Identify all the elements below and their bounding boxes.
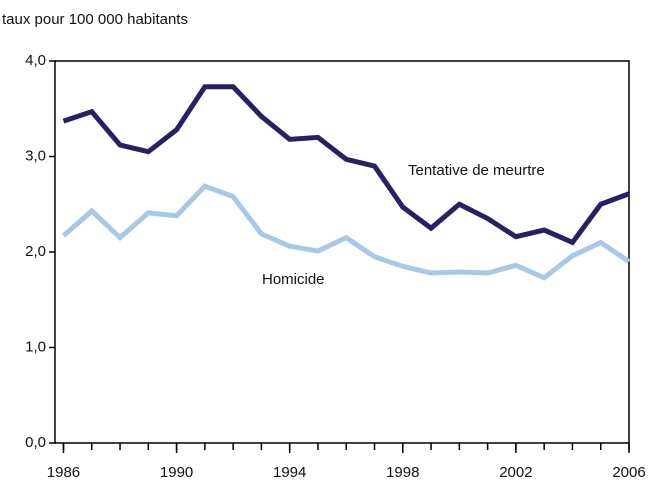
x-tick-label: 2006 (612, 464, 645, 481)
y-tick-label: 3,0 (25, 147, 46, 164)
x-tick-label: 1994 (273, 464, 306, 481)
x-tick-label: 2002 (499, 464, 532, 481)
x-tick-label: 1990 (160, 464, 193, 481)
series-line (62, 84, 630, 246)
y-tick-label: 0,0 (25, 434, 46, 451)
series-line (61, 183, 631, 281)
series-label: Tentative de meurtre (408, 162, 545, 179)
x-tick-label: 1986 (47, 464, 80, 481)
y-tick-label: 4,0 (25, 52, 46, 69)
plot-frame (54, 60, 630, 444)
x-tick-label: 1998 (386, 464, 419, 481)
y-tick-label: 2,0 (25, 243, 46, 260)
series-label: Homicide (262, 271, 325, 288)
y-tick-label: 1,0 (25, 338, 46, 355)
y-axis-label: taux pour 100 000 habitants (2, 11, 188, 28)
